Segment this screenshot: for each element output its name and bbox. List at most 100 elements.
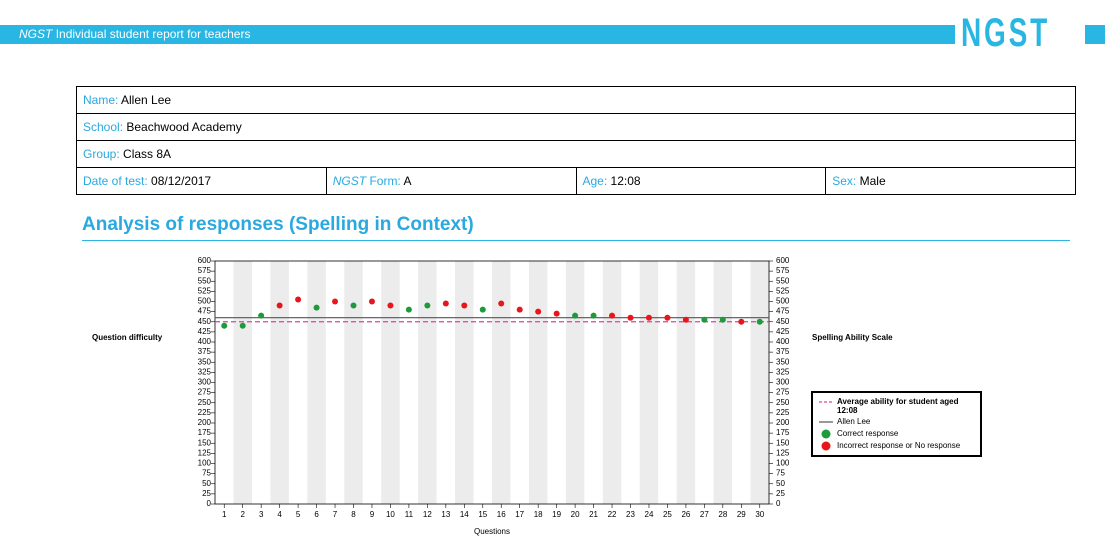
info-cell: Age: 12:08 bbox=[575, 167, 827, 195]
y-tick-label: 475 bbox=[198, 307, 212, 316]
point bbox=[461, 302, 468, 309]
y2-tick-label: 225 bbox=[776, 408, 790, 417]
point bbox=[313, 304, 320, 311]
y2-tick-label: 75 bbox=[776, 469, 785, 478]
header-bar: NGST Individual student report for teach… bbox=[0, 25, 1105, 44]
point bbox=[332, 298, 339, 305]
column-band bbox=[602, 261, 622, 504]
y-tick-label: 175 bbox=[198, 428, 212, 437]
legend-item: Correct response bbox=[819, 429, 974, 439]
point bbox=[701, 316, 708, 323]
value: Allen Lee bbox=[121, 93, 172, 107]
info-cell: Group: Class 8A bbox=[76, 140, 1076, 168]
y-tick-label: 525 bbox=[198, 286, 212, 295]
point bbox=[442, 300, 449, 307]
y2-tick-label: 550 bbox=[776, 276, 790, 285]
y-tick-label: 25 bbox=[202, 489, 211, 498]
y2-tick-label: 575 bbox=[776, 266, 790, 275]
point bbox=[258, 312, 265, 319]
x-tick-label: 28 bbox=[718, 510, 727, 519]
value: A bbox=[403, 174, 412, 188]
column-band bbox=[307, 261, 326, 504]
y2-tick-label: 600 bbox=[776, 256, 790, 265]
x-tick-label: 30 bbox=[755, 510, 764, 519]
y-tick-label: 200 bbox=[198, 418, 212, 427]
legend-label: Average ability for student aged 12:08 bbox=[837, 397, 959, 415]
y-tick-label: 325 bbox=[198, 367, 212, 376]
y-tick-label: 350 bbox=[198, 357, 212, 366]
y-tick-label: 125 bbox=[198, 448, 212, 457]
value: Class 8A bbox=[123, 147, 172, 161]
x-tick-label: 27 bbox=[700, 510, 709, 519]
y2-tick-label: 150 bbox=[776, 438, 790, 447]
point bbox=[590, 312, 597, 319]
y-axis-label: Question difficulty bbox=[92, 333, 163, 342]
legend-label: Correct response bbox=[837, 429, 899, 438]
y2-tick-label: 175 bbox=[776, 428, 790, 437]
x-tick-label: 3 bbox=[259, 510, 264, 519]
y2-tick-label: 525 bbox=[776, 286, 790, 295]
value: 08/12/2017 bbox=[151, 174, 212, 188]
y2-tick-label: 125 bbox=[776, 448, 790, 457]
column-band bbox=[455, 261, 474, 504]
x-tick-label: 5 bbox=[296, 510, 301, 519]
y-tick-label: 75 bbox=[202, 469, 211, 478]
y-tick-label: 250 bbox=[198, 398, 212, 407]
y2-tick-label: 50 bbox=[776, 479, 785, 488]
y2-tick-label: 100 bbox=[776, 459, 790, 468]
y2-tick-label: 475 bbox=[776, 307, 790, 316]
x-tick-label: 18 bbox=[534, 510, 543, 519]
point bbox=[498, 300, 505, 307]
x-tick-label: 7 bbox=[333, 510, 338, 519]
label: School: bbox=[83, 120, 124, 134]
info-cell: Name: Allen Lee bbox=[76, 86, 1076, 114]
point bbox=[350, 302, 357, 309]
y2-tick-label: 400 bbox=[776, 337, 790, 346]
point bbox=[664, 314, 671, 321]
info-cell: NGST Form: A bbox=[325, 167, 577, 195]
column-band bbox=[270, 261, 289, 504]
y2-tick-label: 300 bbox=[776, 378, 790, 387]
legend-symbol bbox=[819, 417, 833, 427]
y-tick-label: 500 bbox=[198, 297, 212, 306]
point bbox=[645, 314, 652, 321]
y-tick-label: 425 bbox=[198, 327, 212, 336]
x-tick-label: 20 bbox=[571, 510, 580, 519]
x-tick-label: 29 bbox=[737, 510, 746, 519]
x-tick-label: 25 bbox=[663, 510, 672, 519]
y2-tick-label: 0 bbox=[776, 499, 781, 508]
logo: NGST bbox=[955, 10, 1085, 56]
x-tick-label: 24 bbox=[645, 510, 654, 519]
x-tick-label: 4 bbox=[277, 510, 282, 519]
x-tick-label: 10 bbox=[386, 510, 395, 519]
column-band bbox=[676, 261, 696, 504]
value: 12:08 bbox=[610, 174, 641, 188]
point bbox=[276, 302, 283, 309]
point bbox=[479, 306, 486, 313]
column-band bbox=[418, 261, 437, 504]
point bbox=[756, 318, 763, 325]
y-tick-label: 300 bbox=[198, 378, 212, 387]
point bbox=[424, 302, 431, 309]
x-tick-label: 2 bbox=[240, 510, 245, 519]
x-tick-label: 1 bbox=[222, 510, 227, 519]
y-tick-label: 50 bbox=[202, 479, 211, 488]
y-tick-label: 600 bbox=[198, 256, 212, 265]
y-tick-label: 0 bbox=[207, 499, 212, 508]
y-tick-label: 450 bbox=[198, 317, 212, 326]
y-tick-label: 575 bbox=[198, 266, 212, 275]
y-tick-label: 375 bbox=[198, 347, 212, 356]
point bbox=[682, 316, 689, 323]
label: Date of test: bbox=[83, 174, 148, 188]
column-band bbox=[381, 261, 400, 504]
x-tick-label: 12 bbox=[423, 510, 432, 519]
legend-symbol bbox=[819, 397, 833, 407]
x-tick-label: 22 bbox=[608, 510, 617, 519]
y-tick-label: 150 bbox=[198, 438, 212, 447]
y2-tick-label: 275 bbox=[776, 388, 790, 397]
y-tick-label: 225 bbox=[198, 408, 212, 417]
point bbox=[627, 314, 634, 321]
x-tick-label: 14 bbox=[460, 510, 469, 519]
